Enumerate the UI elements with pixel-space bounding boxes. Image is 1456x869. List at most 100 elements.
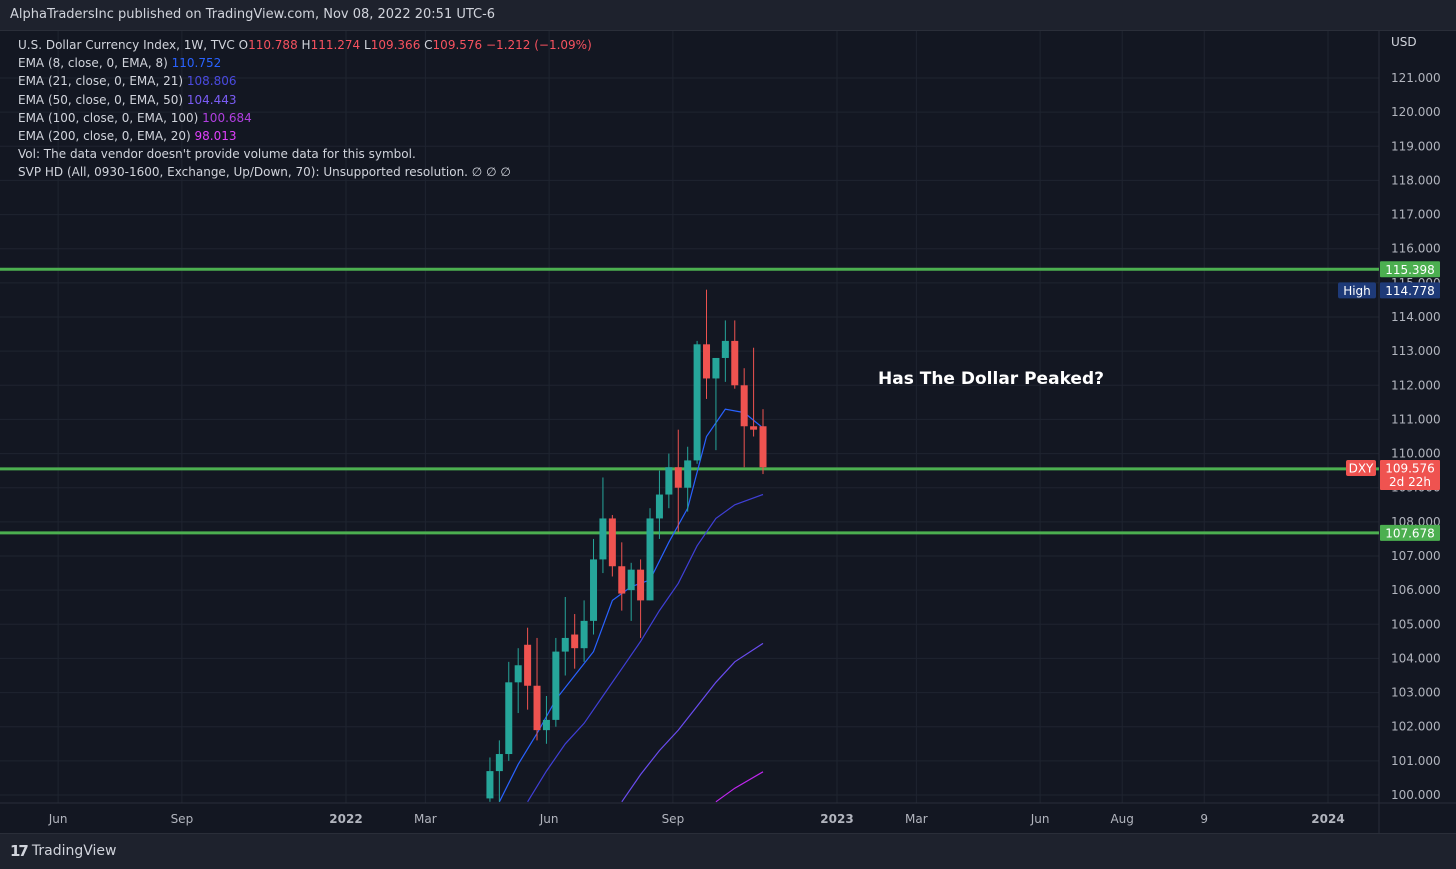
last-price-label: 109.576: [1385, 462, 1435, 476]
series-tag: [1338, 282, 1376, 299]
y-tick-label: 120.000: [1391, 105, 1441, 119]
candle-body: [759, 426, 767, 468]
volume-message: Vol: The data vendor doesn't provide vol…: [18, 147, 416, 162]
y-tick-label: 110.000: [1391, 447, 1441, 461]
ema-value: 108.806: [186, 74, 237, 89]
open-label: O: [238, 38, 249, 52]
x-tick-label: 9: [1200, 812, 1208, 826]
ema-label: EMA (100, close, 0, EMA, 100): [18, 110, 199, 125]
x-tick-label: Sep: [662, 812, 685, 826]
y-tick-label: 112.000: [1391, 378, 1441, 392]
price-axis: [1379, 31, 1456, 803]
candle-body: [721, 340, 729, 358]
level-price-tag: [1380, 261, 1440, 278]
top-bar: AlphaTradersInc published on TradingView…: [0, 0, 1456, 31]
legend-symbol-row: U.S. Dollar Currency Index, 1W, TVC O110…: [18, 36, 592, 54]
candle-body: [524, 644, 532, 686]
legend-ema-200[interactable]: EMA (200, close, 0, EMA, 20) 98.013: [18, 127, 592, 145]
ema-label: EMA (50, close, 0, EMA, 50): [18, 92, 184, 107]
ema-label: EMA (8, close, 0, EMA, 8): [18, 56, 168, 71]
y-tick-label: 100.000: [1391, 788, 1441, 802]
series-tag-label: High: [1343, 284, 1371, 298]
plot-area: [0, 267, 1379, 803]
candle-body: [693, 344, 701, 461]
ema-value: 98.013: [194, 129, 237, 144]
candle-body: [580, 620, 588, 649]
y-tick-label: 114.000: [1391, 310, 1441, 324]
candle-body: [495, 754, 503, 772]
x-tick-label: Mar: [414, 812, 437, 826]
y-tick-label: 117.000: [1391, 208, 1441, 222]
x-tick-label: Aug: [1110, 812, 1133, 826]
ema-line: [621, 642, 764, 803]
legend-ema-21[interactable]: EMA (21, close, 0, EMA, 21) 108.806: [18, 72, 592, 90]
candle-body: [505, 682, 513, 755]
last-price-tag: [1380, 460, 1440, 491]
chart-annotation[interactable]: Has The Dollar Peaked?: [878, 369, 1104, 389]
ema-label: EMA (200, close, 0, EMA, 20): [18, 129, 191, 144]
candle-body: [646, 518, 654, 601]
candle-body: [533, 685, 541, 731]
x-tick-label: Jun: [48, 812, 68, 826]
last-price-tag: [1380, 282, 1440, 299]
legend-volume: Vol: The data vendor doesn't provide vol…: [18, 145, 592, 163]
x-tick-label: 2024: [1311, 812, 1344, 826]
series-tag-label: DXY: [1349, 462, 1374, 476]
close-label: C: [424, 38, 433, 52]
x-tick-label: Sep: [171, 812, 194, 826]
bottom-bar: ⁠17 TradingView: [0, 833, 1456, 869]
x-tick-label: 2023: [820, 812, 853, 826]
ema-value: 110.752: [171, 56, 222, 71]
symbol-label: U.S. Dollar Currency Index, 1W, TVC: [18, 38, 235, 52]
countdown-label: 2d 22h: [1389, 475, 1431, 489]
published-info: AlphaTradersInc published on TradingView…: [10, 7, 496, 22]
series-tag: [1346, 460, 1376, 477]
y-tick-label: 119.000: [1391, 139, 1441, 153]
candle-body: [684, 460, 692, 488]
y-tick-label: 113.000: [1391, 344, 1441, 358]
x-tick-label: Jun: [539, 812, 559, 826]
y-tick-label: 121.000: [1391, 71, 1441, 85]
change-value: −1.212 (−1.09%): [486, 38, 592, 52]
x-tick-label: Mar: [905, 812, 928, 826]
level-price-tag: [1380, 524, 1440, 541]
candle-body: [655, 494, 663, 519]
low-label: L: [364, 38, 371, 52]
candle-body: [712, 357, 720, 379]
legend-ema-100[interactable]: EMA (100, close, 0, EMA, 100) 100.684: [18, 109, 592, 127]
legend-ema-50[interactable]: EMA (50, close, 0, EMA, 50) 104.443: [18, 91, 592, 109]
price-chart[interactable]: USD 100.000 101.000 102.000 103.000 104.000 10…: [0, 31, 1456, 833]
candle-body: [599, 518, 607, 560]
tradingview-logo-icon: ⁠17: [10, 842, 29, 860]
candle-body: [750, 426, 758, 430]
candle-body: [608, 518, 616, 567]
chart-legend: U.S. Dollar Currency Index, 1W, TVC O 110…: [18, 36, 592, 182]
x-tick-label: 2022: [329, 812, 362, 826]
high-label: H: [301, 38, 311, 52]
high-value: 111.274: [310, 38, 361, 52]
ema-value: 100.684: [202, 110, 252, 125]
candle-body: [542, 719, 550, 731]
ema-value: 104.443: [186, 92, 237, 107]
candle-body: [627, 569, 635, 591]
y-tick-label: 107.000: [1391, 549, 1441, 563]
legend-ema-8[interactable]: EMA (8, close, 0, EMA, 8) 110.752: [18, 54, 592, 72]
candle-body: [703, 344, 711, 379]
candle-body: [552, 651, 560, 720]
y-tick-label: 118.000: [1391, 173, 1441, 187]
ema-line: [527, 493, 764, 803]
candle-body: [590, 559, 598, 621]
ema-label: EMA (21, close, 0, EMA, 21): [18, 74, 184, 89]
y-tick-label: 101.000: [1391, 754, 1441, 768]
candle-body: [618, 566, 626, 594]
low-value: 109.366: [370, 38, 421, 52]
candle-body: [731, 340, 739, 386]
candle-body: [740, 385, 748, 427]
candle-body: [571, 634, 579, 649]
brand-name: TradingView: [31, 843, 117, 859]
candle-body: [561, 637, 569, 652]
candle-body: [514, 665, 522, 683]
y-tick-label: 116.000: [1391, 242, 1441, 256]
tradingview-logo[interactable]: ⁠17 TradingView: [10, 842, 116, 860]
y-tick-label: 111.000: [1391, 412, 1441, 426]
